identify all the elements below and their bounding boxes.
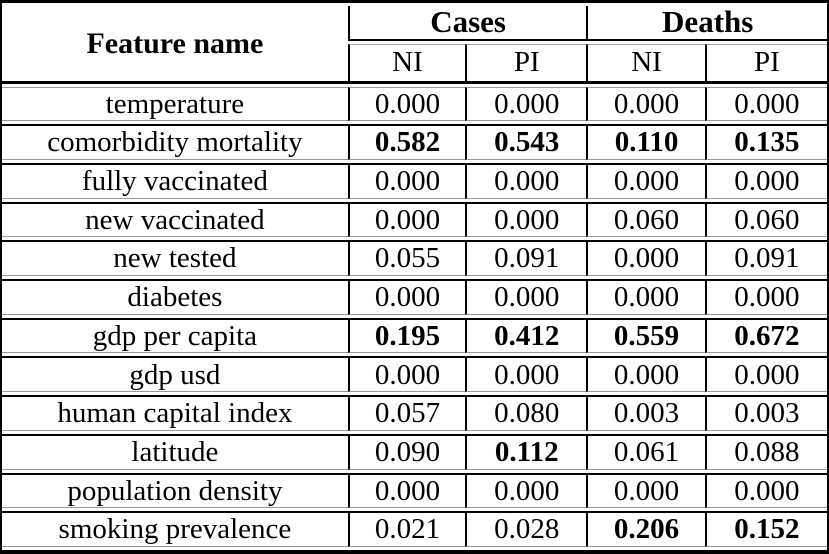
value-cell: 0.000	[586, 86, 705, 122]
value-cell: 0.206	[586, 511, 705, 547]
value-cell: 0.000	[347, 201, 466, 238]
deaths-group-header: Deaths	[586, 6, 827, 41]
value-cell: 0.000	[347, 472, 466, 509]
value-cell: 0.028	[465, 511, 587, 547]
table-row: population density 0.000 0.000 0.000 0.0…	[2, 472, 827, 509]
cases-group-header: Cases	[347, 6, 587, 41]
value-cell: 0.057	[347, 395, 466, 431]
value-cell: 0.000	[465, 472, 587, 509]
value-cell: 0.091	[704, 240, 827, 276]
value-cell: 0.559	[586, 317, 705, 354]
value-cell: 0.000	[347, 162, 466, 199]
value-cell: 0.000	[704, 279, 827, 315]
value-cell: 0.152	[704, 511, 827, 547]
table-row: smoking prevalence 0.021 0.028 0.206 0.1…	[2, 511, 827, 547]
feature-name-cell: smoking prevalence	[2, 511, 348, 547]
table-row: new tested 0.055 0.091 0.000 0.091	[2, 240, 827, 276]
value-cell: 0.088	[704, 433, 827, 470]
feature-name-cell: diabetes	[2, 279, 348, 315]
value-cell: 0.195	[347, 317, 466, 354]
value-cell: 0.000	[465, 201, 587, 238]
cases-ni-header: NI	[347, 43, 466, 84]
value-cell: 0.000	[704, 472, 827, 509]
value-cell: 0.000	[465, 279, 587, 315]
table-row: temperature 0.000 0.000 0.000 0.000	[2, 86, 827, 122]
deaths-pi-header: PI	[704, 43, 827, 84]
feature-name-cell: human capital index	[2, 395, 348, 431]
value-cell: 0.000	[586, 279, 705, 315]
feature-name-cell: comorbidity mortality	[2, 124, 348, 160]
value-cell: 0.110	[586, 124, 705, 160]
table-row: latitude 0.090 0.112 0.061 0.088	[2, 433, 827, 470]
value-cell: 0.003	[586, 395, 705, 431]
value-cell: 0.000	[704, 162, 827, 199]
feature-name-cell: fully vaccinated	[2, 162, 348, 199]
value-cell: 0.000	[586, 240, 705, 276]
value-cell: 0.000	[347, 86, 466, 122]
value-cell: 0.000	[586, 472, 705, 509]
table-row: diabetes 0.000 0.000 0.000 0.000	[2, 279, 827, 315]
value-cell: 0.090	[347, 433, 466, 470]
deaths-ni-header: NI	[586, 43, 705, 84]
table-row: gdp usd 0.000 0.000 0.000 0.000	[2, 356, 827, 393]
feature-name-header: Feature name	[2, 6, 348, 84]
value-cell: 0.000	[465, 162, 587, 199]
feature-name-cell: population density	[2, 472, 348, 509]
value-cell: 0.672	[704, 317, 827, 354]
table-row: fully vaccinated 0.000 0.000 0.000 0.000	[2, 162, 827, 199]
value-cell: 0.000	[465, 86, 587, 122]
value-cell: 0.091	[465, 240, 587, 276]
value-cell: 0.412	[465, 317, 587, 354]
value-cell: 0.543	[465, 124, 587, 160]
feature-name-cell: new vaccinated	[2, 201, 348, 238]
value-cell: 0.582	[347, 124, 466, 160]
value-cell: 0.000	[465, 356, 587, 393]
value-cell: 0.000	[704, 86, 827, 122]
value-cell: 0.055	[347, 240, 466, 276]
table-row: new vaccinated 0.000 0.000 0.060 0.060	[2, 201, 827, 238]
value-cell: 0.112	[465, 433, 587, 470]
value-cell: 0.000	[347, 279, 466, 315]
header-row-groups: Feature name Cases Deaths	[2, 6, 827, 84]
feature-name-cell: gdp usd	[2, 356, 348, 393]
value-cell: 0.060	[704, 201, 827, 238]
header-row-subcolumns: NI PI NI PI	[2, 43, 827, 84]
feature-name-cell: gdp per capita	[2, 317, 348, 354]
value-cell: 0.060	[586, 201, 705, 238]
value-cell: 0.000	[704, 356, 827, 393]
value-cell: 0.000	[586, 162, 705, 199]
value-cell: 0.000	[586, 356, 705, 393]
feature-name-cell: new tested	[2, 240, 348, 276]
value-cell: 0.000	[347, 356, 466, 393]
value-cell: 0.003	[704, 395, 827, 431]
feature-name-cell: latitude	[2, 433, 348, 470]
feature-name-cell: temperature	[2, 86, 348, 122]
value-cell: 0.135	[704, 124, 827, 160]
value-cell: 0.061	[586, 433, 705, 470]
table-row: gdp per capita 0.195 0.412 0.559 0.672	[2, 317, 827, 354]
value-cell: 0.080	[465, 395, 587, 431]
table-row: comorbidity mortality 0.582 0.543 0.110 …	[2, 124, 827, 160]
table-row: human capital index 0.057 0.080 0.003 0.…	[2, 395, 827, 431]
value-cell: 0.021	[347, 511, 466, 547]
cases-pi-header: PI	[465, 43, 587, 84]
